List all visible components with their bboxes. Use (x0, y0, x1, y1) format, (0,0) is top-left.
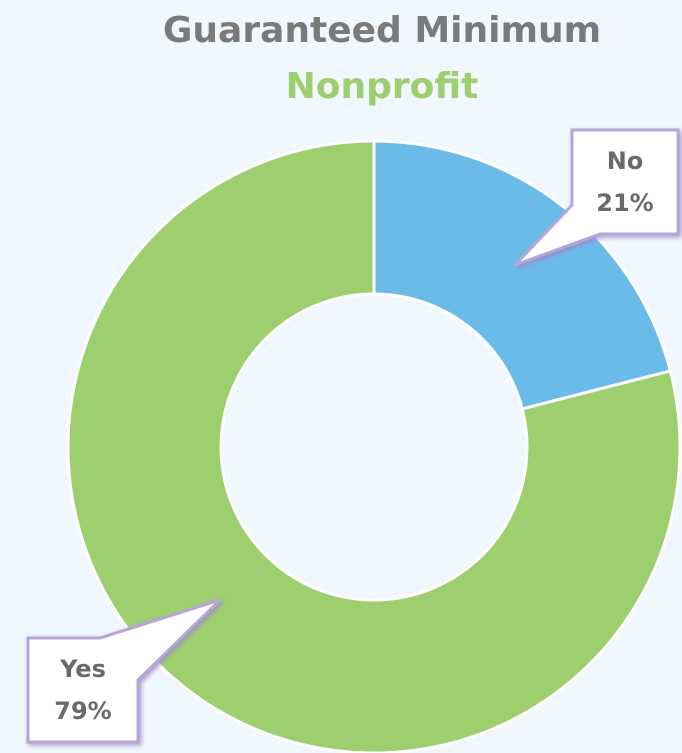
category-label: Yes (59, 655, 106, 683)
chart-subtitle: Nonprofit (286, 66, 479, 107)
callout-box (513, 128, 680, 267)
slices (66, 139, 682, 753)
category-label: No (607, 147, 644, 175)
slice (372, 139, 673, 411)
slice (66, 139, 682, 753)
labels: No 21% Yes 79% (26, 128, 680, 744)
chart-title: Guaranteed Minimum (163, 10, 601, 51)
value-label: 79% (54, 697, 111, 725)
value-label: 21% (596, 189, 653, 217)
callout-box (26, 598, 222, 744)
